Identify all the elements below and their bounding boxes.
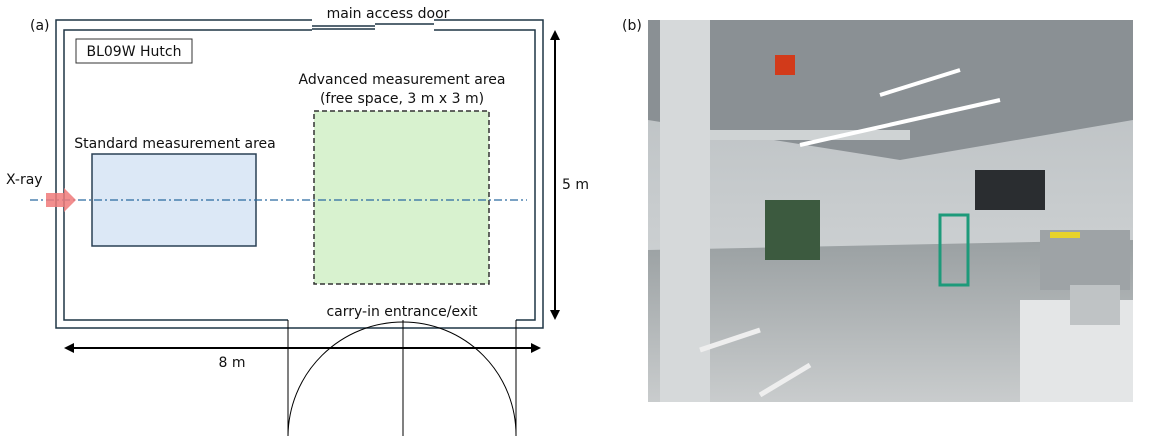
door-swing bbox=[288, 322, 403, 436]
beam-label: X-ray bbox=[6, 172, 43, 188]
page: (a) main access door BL09W Hutch Standar… bbox=[0, 0, 1149, 436]
advanced-label: Advanced measurement area bbox=[299, 72, 506, 88]
advanced-area bbox=[314, 111, 489, 284]
standard-label: Standard measurement area bbox=[74, 136, 275, 152]
door-label: main access door bbox=[327, 6, 450, 22]
width-label: 8 m bbox=[219, 355, 246, 371]
photo bbox=[648, 20, 1133, 402]
hutch-label: BL09W Hutch bbox=[87, 44, 182, 60]
height-label: 5 m bbox=[562, 177, 589, 193]
figure: (a) main access door BL09W Hutch Standar… bbox=[0, 0, 1149, 436]
entrance-label: carry-in entrance/exit bbox=[326, 304, 478, 320]
door-swing bbox=[403, 322, 516, 436]
beam-arrow bbox=[46, 188, 76, 212]
advanced-sublabel: (free space, 3 m x 3 m) bbox=[320, 91, 484, 107]
panel-label: (b) bbox=[622, 18, 642, 34]
panel-label: (a) bbox=[30, 18, 50, 34]
